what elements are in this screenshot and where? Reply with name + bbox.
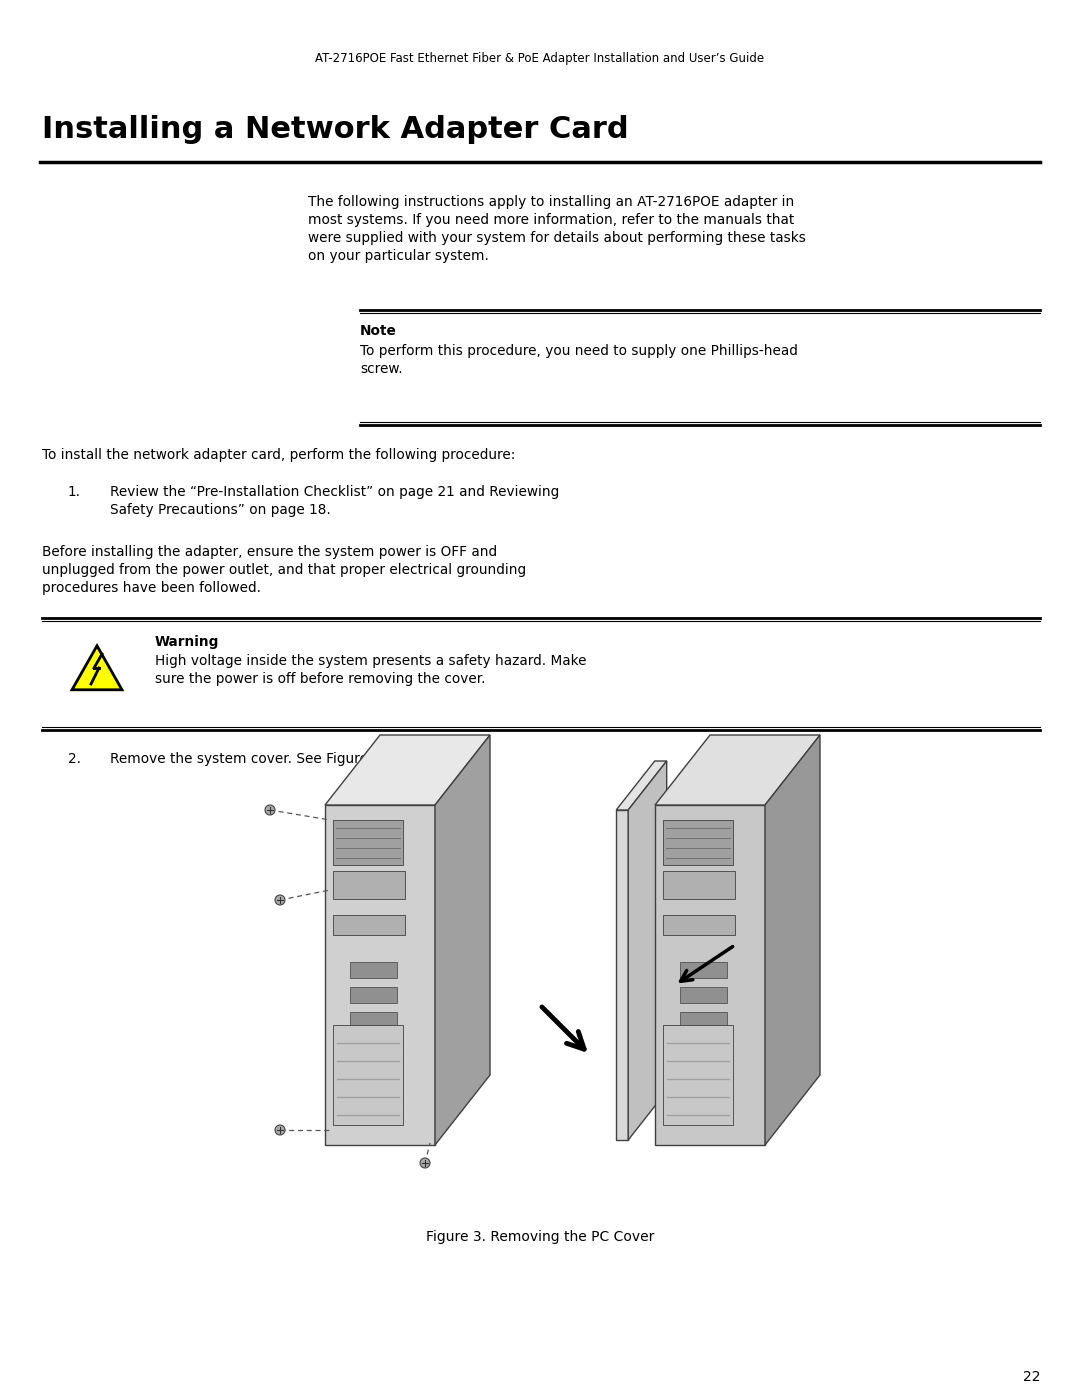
Text: To install the network adapter card, perform the following procedure:: To install the network adapter card, per… — [42, 448, 515, 462]
Text: were supplied with your system for details about performing these tasks: were supplied with your system for detai… — [308, 231, 806, 244]
Polygon shape — [333, 820, 403, 865]
Text: 1.: 1. — [68, 485, 81, 499]
Text: Safety Precautions” on page 18.: Safety Precautions” on page 18. — [110, 503, 330, 517]
Circle shape — [275, 895, 285, 905]
Text: screw.: screw. — [360, 362, 403, 376]
Polygon shape — [350, 988, 397, 1003]
Text: Note: Note — [360, 324, 396, 338]
Text: High voltage inside the system presents a safety hazard. Make: High voltage inside the system presents … — [156, 654, 586, 668]
Polygon shape — [654, 805, 765, 1146]
Polygon shape — [325, 735, 490, 805]
Polygon shape — [617, 761, 666, 810]
Text: Installing a Network Adapter Card: Installing a Network Adapter Card — [42, 115, 629, 144]
Text: Before installing the adapter, ensure the system power is OFF and: Before installing the adapter, ensure th… — [42, 545, 497, 559]
Polygon shape — [663, 1025, 733, 1125]
Polygon shape — [333, 1025, 403, 1125]
Polygon shape — [435, 735, 490, 1146]
Polygon shape — [680, 1011, 727, 1028]
Polygon shape — [350, 1011, 397, 1028]
Text: Figure 3. Removing the PC Cover: Figure 3. Removing the PC Cover — [426, 1229, 654, 1243]
Polygon shape — [629, 761, 666, 1140]
Text: Warning: Warning — [156, 636, 219, 650]
Polygon shape — [350, 963, 397, 978]
Text: AT-2716POE Fast Ethernet Fiber & PoE Adapter Installation and User’s Guide: AT-2716POE Fast Ethernet Fiber & PoE Ada… — [315, 52, 765, 66]
Polygon shape — [654, 735, 820, 805]
Text: To perform this procedure, you need to supply one Phillips-head: To perform this procedure, you need to s… — [360, 344, 798, 358]
Text: Review the “Pre-Installation Checklist” on page 21 and Reviewing: Review the “Pre-Installation Checklist” … — [110, 485, 559, 499]
Polygon shape — [680, 963, 727, 978]
Polygon shape — [72, 645, 122, 690]
Polygon shape — [663, 870, 735, 900]
Polygon shape — [333, 915, 405, 935]
Text: procedures have been followed.: procedures have been followed. — [42, 581, 261, 595]
Polygon shape — [663, 820, 733, 865]
Circle shape — [420, 1158, 430, 1168]
Text: on your particular system.: on your particular system. — [308, 249, 489, 263]
Polygon shape — [325, 805, 435, 1146]
Text: 22: 22 — [1023, 1370, 1040, 1384]
Text: 2.: 2. — [68, 752, 81, 766]
Circle shape — [275, 1125, 285, 1134]
Polygon shape — [617, 810, 629, 1140]
Text: The following instructions apply to installing an AT-2716POE adapter in: The following instructions apply to inst… — [308, 196, 794, 210]
Text: Remove the system cover. See Figure 3.: Remove the system cover. See Figure 3. — [110, 752, 386, 766]
Polygon shape — [680, 988, 727, 1003]
Polygon shape — [663, 915, 735, 935]
Polygon shape — [333, 870, 405, 900]
Text: unplugged from the power outlet, and that proper electrical grounding: unplugged from the power outlet, and tha… — [42, 563, 526, 577]
Polygon shape — [765, 735, 820, 1146]
Text: most systems. If you need more information, refer to the manuals that: most systems. If you need more informati… — [308, 212, 794, 226]
Circle shape — [265, 805, 275, 814]
Text: sure the power is off before removing the cover.: sure the power is off before removing th… — [156, 672, 486, 686]
